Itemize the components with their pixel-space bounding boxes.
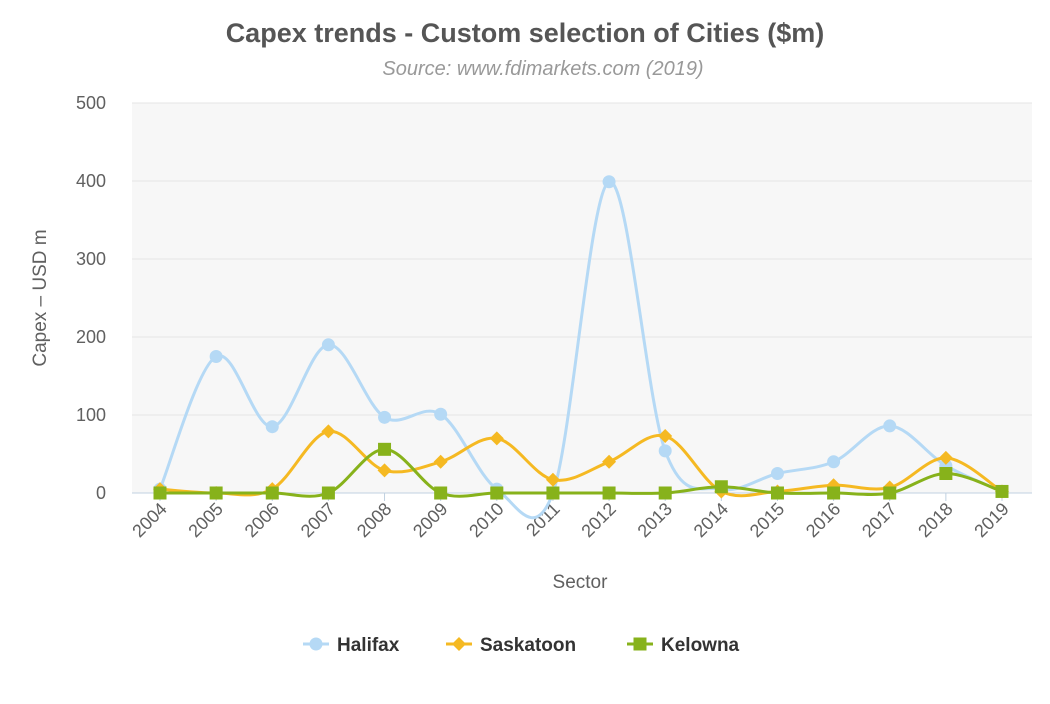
x-axis-title: Sector [553,572,609,593]
data-point-kelowna[interactable] [546,486,560,500]
data-point-halifax[interactable] [658,444,672,458]
data-point-kelowna[interactable] [883,486,897,500]
legend-item-halifax[interactable]: Halifax [303,635,400,656]
data-point-kelowna[interactable] [490,486,504,500]
x-tick-label: 2017 [858,499,900,541]
x-tick-label: 2006 [241,499,283,541]
x-tick-label: 2019 [970,499,1012,541]
legend-symbol-diamond [452,637,466,651]
x-tick-label: 2009 [409,499,451,541]
x-tick-label: 2010 [465,499,507,541]
y-tick-label: 0 [96,483,106,503]
chart-title: Capex trends - Custom selection of Citie… [226,18,825,48]
data-point-kelowna[interactable] [995,484,1009,498]
x-tick-label: 2011 [522,499,564,541]
data-point-halifax[interactable] [602,175,616,189]
plot-background [132,103,1032,493]
legend-item-saskatoon[interactable]: Saskatoon [446,635,576,656]
data-point-kelowna[interactable] [602,486,616,500]
series-kelowna [153,442,1009,500]
data-point-kelowna[interactable] [378,442,392,456]
x-tick-label: 2007 [297,499,339,541]
data-point-saskatoon[interactable] [602,454,617,469]
data-point-halifax[interactable] [827,455,841,469]
data-point-halifax[interactable] [434,407,448,421]
y-tick-label: 400 [76,171,106,191]
data-point-kelowna[interactable] [265,486,279,500]
y-axis-title: Capex – USD m [30,229,51,366]
x-tick-label: 2014 [690,499,732,541]
x-tick-label: 2015 [746,499,788,541]
data-point-kelowna[interactable] [153,486,167,500]
series-line-saskatoon [158,429,1004,498]
data-point-kelowna[interactable] [827,486,841,500]
legend-label: Kelowna [661,635,740,656]
data-point-kelowna[interactable] [770,486,784,500]
data-point-kelowna[interactable] [658,486,672,500]
data-point-kelowna[interactable] [939,467,953,480]
legend-symbol-square [633,637,647,651]
legend: Halifax Saskatoon Kelowna [303,635,740,656]
x-tick-label: 2004 [128,499,170,541]
data-point-saskatoon[interactable] [938,450,953,465]
data-point-halifax[interactable] [265,420,279,434]
data-point-saskatoon[interactable] [545,472,560,487]
x-tick-label: 2018 [914,499,956,541]
x-tick-label: 2005 [185,499,227,541]
x-tick-label: 2008 [353,499,395,541]
data-point-kelowna[interactable] [209,486,223,500]
x-axis: 2004 2005 2006 2007 2008 2009 2010 2011 2012 2013… [128,492,1032,541]
series-group [153,175,1009,520]
data-point-kelowna[interactable] [434,486,448,500]
y-tick-label: 100 [76,405,106,425]
chart-subtitle: Source: www.fdimarkets.com (2019) [382,58,703,80]
x-tick-label: 2016 [802,499,844,541]
data-point-saskatoon[interactable] [489,431,504,446]
legend-symbol-circle [309,637,323,651]
x-tick-label: 2013 [634,499,676,541]
data-point-halifax[interactable] [883,419,897,433]
data-point-halifax[interactable] [378,410,392,424]
data-point-halifax[interactable] [770,467,784,480]
y-tick-label: 200 [76,327,106,347]
legend-label: Saskatoon [480,635,576,656]
data-point-saskatoon[interactable] [321,424,336,439]
legend-label: Halifax [337,635,400,656]
legend-item-kelowna[interactable]: Kelowna [627,635,740,656]
data-point-saskatoon[interactable] [377,463,392,478]
data-point-kelowna[interactable] [714,480,728,494]
y-axis: 0 100 200 300 400 500 [76,93,106,503]
y-tick-label: 300 [76,249,106,269]
data-point-halifax[interactable] [321,338,335,352]
data-point-halifax[interactable] [209,350,223,363]
y-tick-label: 500 [76,93,106,113]
data-point-saskatoon[interactable] [433,454,448,469]
x-tick-label: 2012 [577,499,619,541]
series-line-kelowna [158,447,1004,498]
data-point-kelowna[interactable] [321,486,335,500]
data-point-saskatoon[interactable] [658,429,673,444]
